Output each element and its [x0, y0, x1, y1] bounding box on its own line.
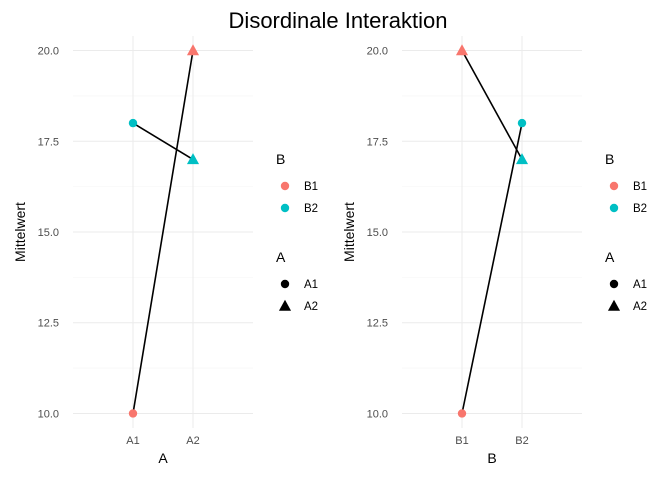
legend-key-circle	[609, 203, 619, 213]
chart-panel-1: 10.0 12.5 15.0 17.5 20.0 A1 A2 A Mittelwert B B1 B2…	[12, 36, 318, 466]
legend-key-circle	[280, 181, 290, 191]
legend-label: B2	[633, 203, 647, 215]
legend-label: A1	[633, 279, 647, 291]
data-point-triangle	[515, 153, 529, 165]
legend-label: A2	[304, 301, 318, 313]
y-tick-label: 10.0	[367, 408, 388, 420]
y-tick-label: 17.5	[38, 136, 59, 148]
y-tick-label: 15.0	[38, 227, 59, 239]
legend-label: B2	[304, 203, 318, 215]
legend-title: B	[276, 151, 285, 167]
data-point-triangle	[455, 44, 469, 56]
y-tick-label: 12.5	[38, 318, 59, 330]
y-axis-title: Mittelwert	[12, 202, 28, 262]
legend-key-triangle	[607, 299, 621, 311]
y-tick-label: 10.0	[38, 408, 59, 420]
data-point-triangle	[186, 153, 200, 165]
chart-panel-2: 10.0 12.5 15.0 17.5 20.0 B1 B2 B Mittelwert B B1 B2…	[341, 36, 647, 466]
data-point-circle	[517, 118, 527, 128]
legend-label: B1	[304, 181, 318, 193]
legend-label: A2	[633, 301, 647, 313]
legend-label: B1	[633, 181, 647, 193]
y-tick-label: 15.0	[367, 227, 388, 239]
legend-title: A	[276, 249, 286, 265]
legend-title: B	[605, 151, 614, 167]
data-point-triangle	[186, 44, 200, 56]
x-tick-label: B1	[455, 435, 468, 447]
y-tick-label: 20.0	[38, 46, 59, 58]
y-tick-label: 20.0	[367, 46, 388, 58]
legend-title: A	[605, 249, 615, 265]
y-tick-label: 12.5	[367, 318, 388, 330]
x-tick-label: A1	[126, 435, 139, 447]
x-axis-title: B	[487, 450, 496, 466]
chart-panels: 10.012.515.017.520.0A1 A2AMittelwertBB1B2…	[12, 36, 647, 466]
x-tick-label: A2	[186, 435, 199, 447]
series-line	[132, 50, 194, 414]
series-line	[132, 122, 194, 161]
y-axis-title: Mittelwert	[341, 202, 357, 262]
x-tick-label: B2	[515, 435, 528, 447]
x-axis-title: A	[158, 450, 168, 466]
data-point-circle	[457, 409, 467, 418]
figure-title: Disordinale Interaktion	[229, 8, 448, 33]
legend-key-triangle	[278, 299, 292, 311]
series-line	[461, 122, 523, 414]
y-tick-label: 17.5	[367, 136, 388, 148]
legend-key-circle	[609, 279, 619, 289]
series-line	[461, 50, 523, 160]
legend-key-circle	[280, 203, 290, 213]
legend-key-circle	[609, 181, 619, 191]
data-point-circle	[128, 118, 138, 128]
legend-label: A1	[304, 279, 318, 291]
legend-key-circle	[280, 279, 290, 289]
data-point-circle	[128, 409, 138, 418]
